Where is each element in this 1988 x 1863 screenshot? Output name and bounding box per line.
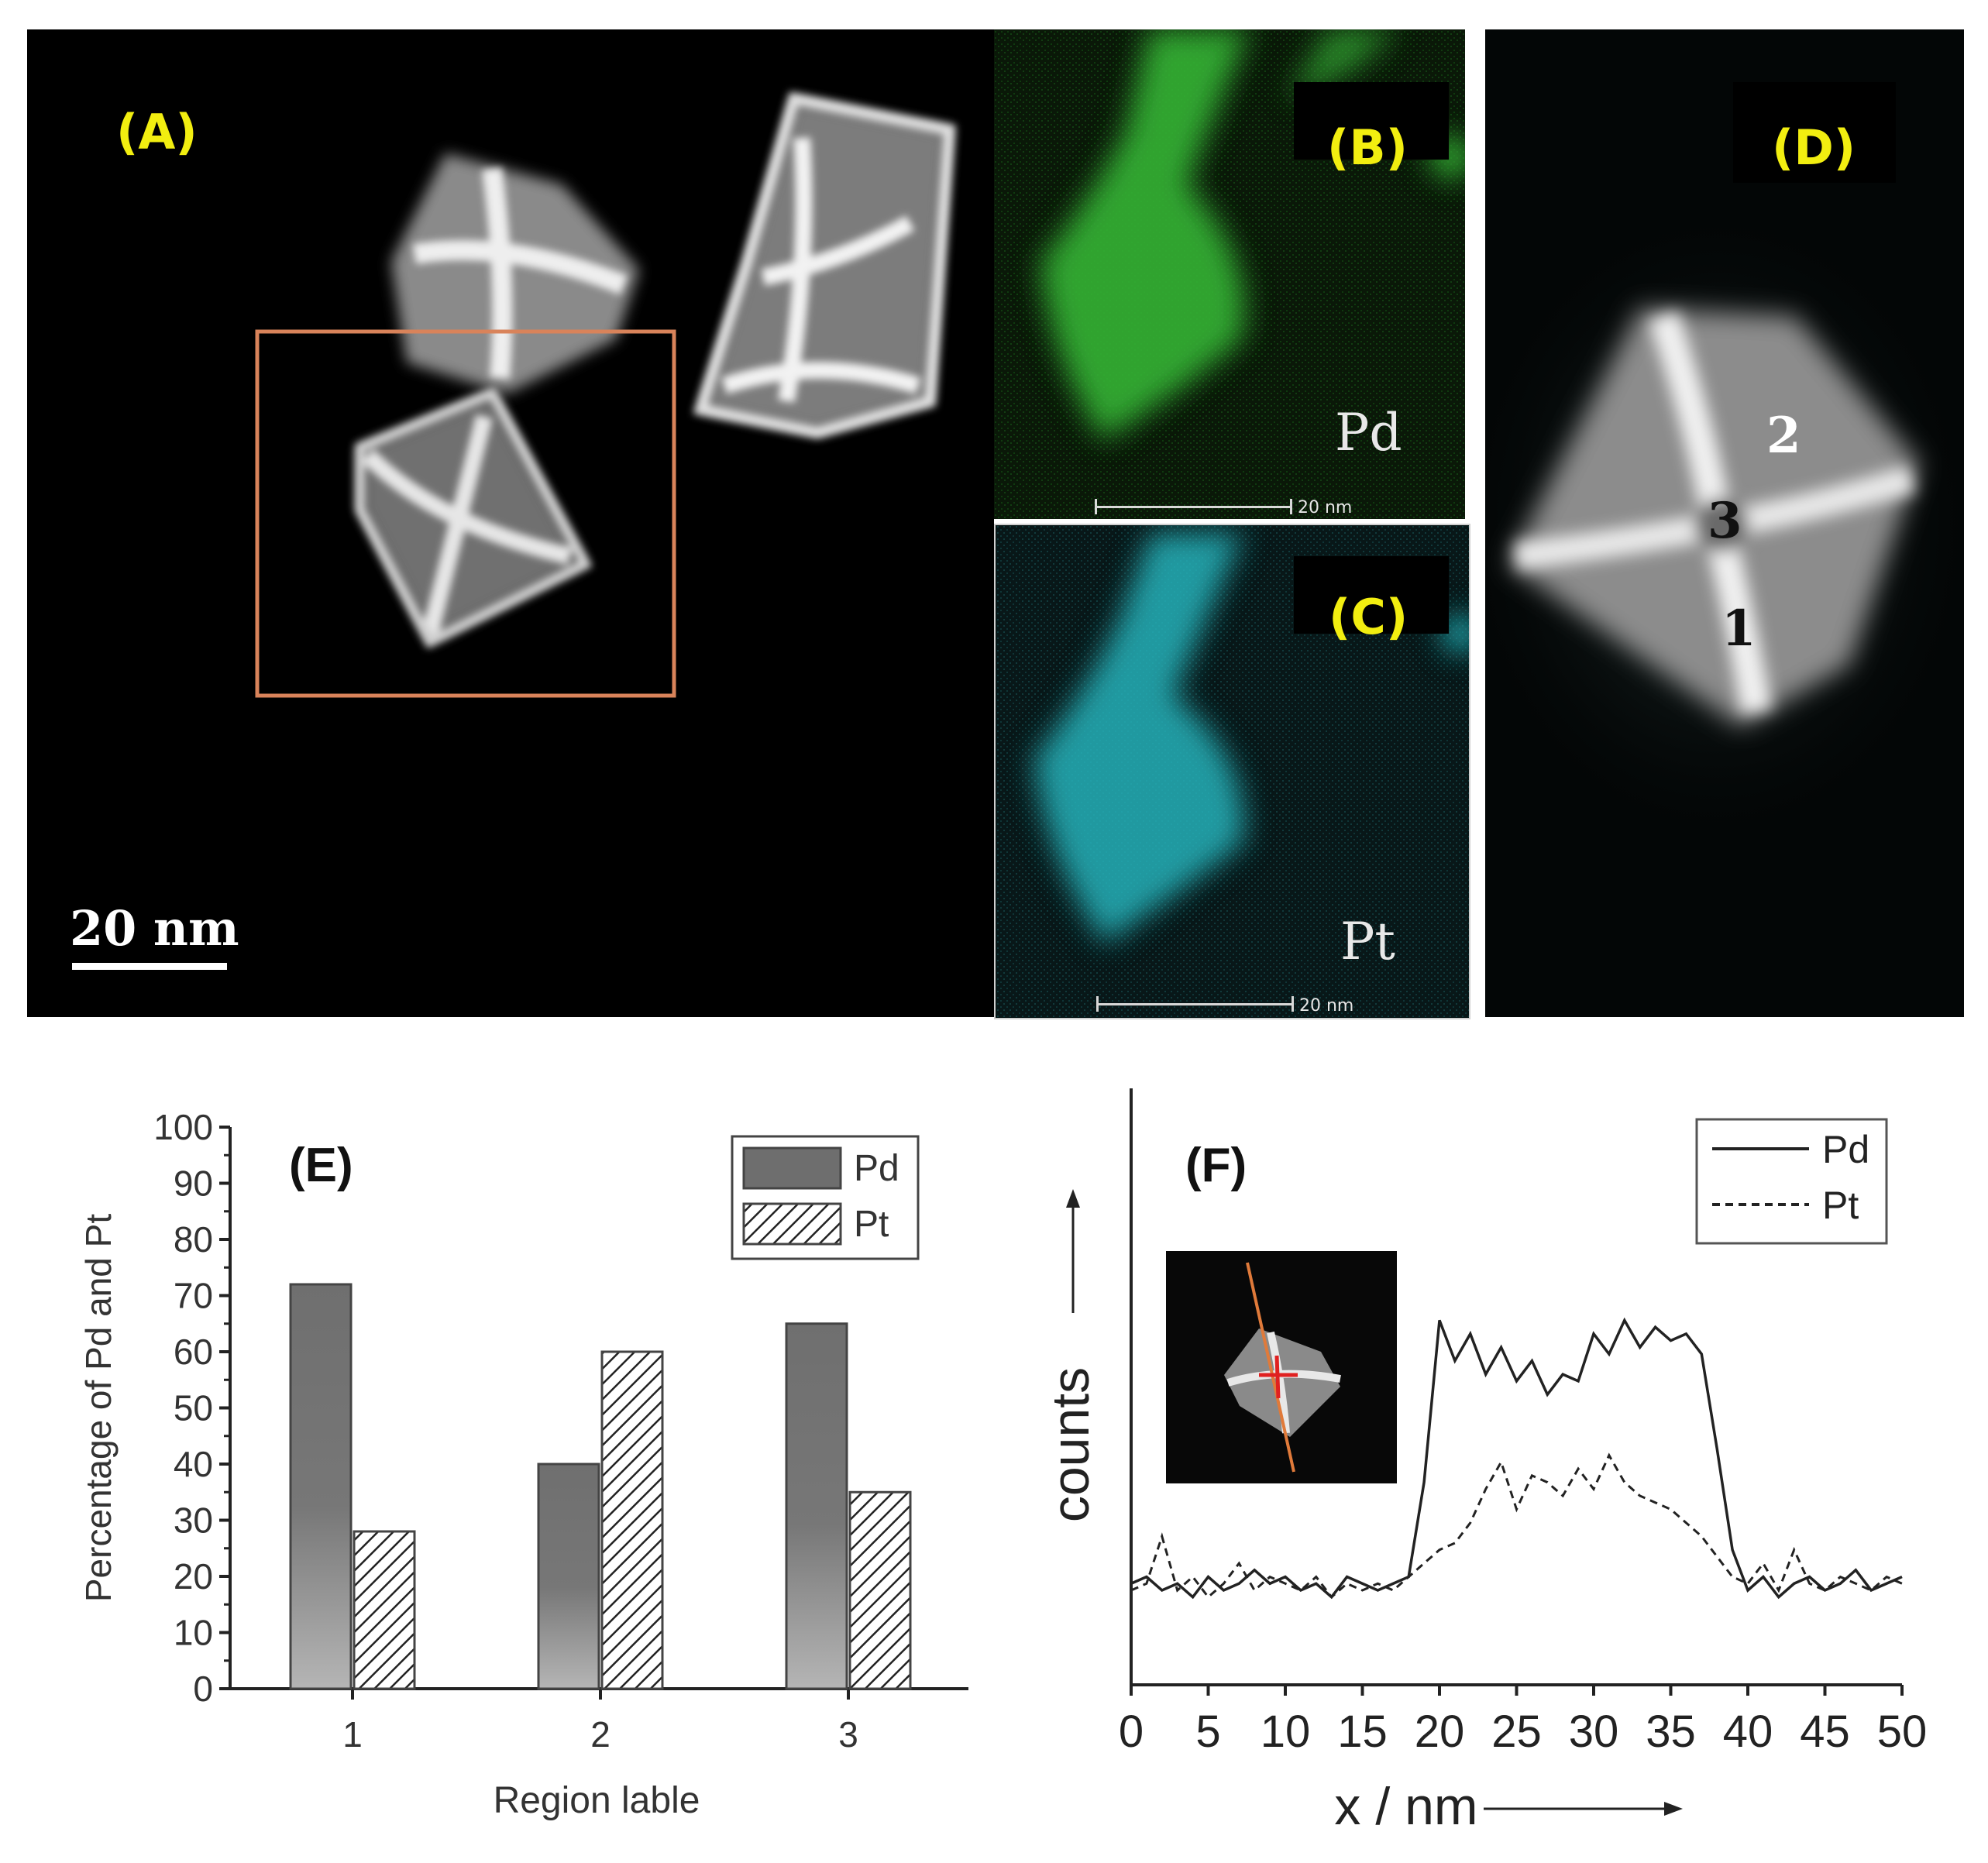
- y-tick-label: 60: [174, 1332, 213, 1372]
- pt-scale-bar: [1096, 1003, 1294, 1005]
- x-tick-label: 20: [1415, 1707, 1465, 1757]
- single-nanocrystal-closeup: [1485, 200, 1964, 851]
- region-label-2: 2: [1766, 407, 1801, 465]
- x-tick-label: 15: [1337, 1707, 1388, 1757]
- x-tick-label: 25: [1491, 1707, 1542, 1757]
- line-scan-inset: [1166, 1251, 1397, 1483]
- y-tick-label: 50: [174, 1388, 213, 1428]
- series-line-pd: [1130, 1317, 1903, 1600]
- nanocrystal-micrograph: [72, 91, 956, 970]
- region-label-1: 1: [1721, 600, 1756, 658]
- panel-d-label: (D): [1772, 119, 1856, 176]
- scale-bar: [72, 963, 227, 970]
- panel-a-stem-image: (A) 20 nm: [27, 29, 994, 1017]
- panel-d-stem-closeup: (D) 2 3 1: [1485, 29, 1964, 1017]
- y-axis-title: Percentage of Pd and Pt: [78, 1214, 119, 1602]
- panel-e-label: (E): [289, 1139, 353, 1192]
- bar-pd: [785, 1322, 848, 1690]
- y-tick-label: 40: [174, 1444, 213, 1484]
- region-of-interest-box: [255, 329, 676, 698]
- pt-map-scale-label: 20 nm: [1299, 996, 1354, 1016]
- bar-pd: [289, 1283, 353, 1690]
- legend-label-pt: Pt: [854, 1204, 889, 1245]
- pt-map-element-label: Pt: [1340, 912, 1395, 971]
- panel-c-pt-map: (C) Pt 20 nm: [994, 524, 1470, 1019]
- y-tick-label: 20: [174, 1556, 213, 1597]
- charts-area: 0 10 20 30 40 50 60 70 80 90 100 1 2 3 Region lable Per…: [0, 1034, 1988, 1859]
- legend-label-pd: Pd: [1822, 1128, 1869, 1171]
- legend-label-pt: Pt: [1822, 1184, 1859, 1227]
- y-tick-label: 0: [193, 1669, 213, 1709]
- chart-e: 0 10 20 30 40 50 60 70 80 90 100 1 2 3 Region lable Per…: [78, 1107, 968, 1821]
- y-tick-label: 30: [174, 1500, 213, 1541]
- x-tick-label: 2: [590, 1714, 611, 1755]
- legend-box: [1695, 1118, 1888, 1245]
- panel-f-label: (F): [1185, 1139, 1247, 1192]
- x-axis-title: Region lable: [494, 1780, 700, 1821]
- legend-swatch-pd: [742, 1146, 842, 1190]
- region-label-3: 3: [1708, 492, 1742, 550]
- legend-label-pd: Pd: [854, 1148, 899, 1189]
- x-tick-label: 3: [838, 1714, 858, 1755]
- bar-pt: [600, 1350, 664, 1690]
- x-tick-label: 50: [1877, 1707, 1928, 1757]
- x-tick-label: 45: [1800, 1707, 1850, 1757]
- y-tick-label: 80: [174, 1219, 213, 1260]
- x-tick-label: 35: [1646, 1707, 1696, 1757]
- x-axis-arrowhead: [1664, 1802, 1683, 1816]
- inset-marker-v: [1274, 1355, 1281, 1399]
- x-axis-title: x / nm: [1334, 1777, 1477, 1836]
- x-tick-label: 5: [1195, 1707, 1220, 1757]
- panel-a-label: (A): [116, 104, 198, 160]
- panel-c-label: (C): [1329, 589, 1408, 645]
- chart-f: 0 5 10 15 20 25 30 35 40 45 50 x / nm counts (F) Pd Pt: [1041, 1088, 1927, 1836]
- bar-pt: [848, 1490, 912, 1690]
- y-tick-label: 90: [174, 1164, 213, 1204]
- y-tick-label: 10: [174, 1613, 213, 1653]
- pd-map-scale-label: 20 nm: [1298, 498, 1353, 517]
- x-tick-label: 0: [1119, 1707, 1144, 1757]
- panel-b-pd-map: (B) Pd 20 nm: [994, 29, 1465, 519]
- y-tick-label: 100: [153, 1107, 213, 1147]
- x-tick-label: 30: [1569, 1707, 1619, 1757]
- x-tick-label: 1: [342, 1714, 363, 1755]
- panel-b-label: (B): [1327, 119, 1408, 176]
- pd-scale-bar: [1095, 506, 1292, 508]
- bar-pd: [537, 1463, 600, 1690]
- y-axis-title: counts: [1041, 1367, 1100, 1522]
- scale-bar-label: 20 nm: [70, 900, 239, 957]
- y-tick-label: 70: [174, 1276, 213, 1316]
- inset-scan-line: [1246, 1262, 1295, 1473]
- y-axis-arrowhead: [1066, 1189, 1080, 1208]
- legend-swatch-pt: [742, 1202, 842, 1246]
- series-line-pt: [1130, 1452, 1903, 1599]
- x-tick-label: 40: [1723, 1707, 1773, 1757]
- pd-map-element-label: Pd: [1335, 403, 1402, 462]
- x-tick-label: 10: [1261, 1707, 1311, 1757]
- bar-pt: [353, 1530, 416, 1690]
